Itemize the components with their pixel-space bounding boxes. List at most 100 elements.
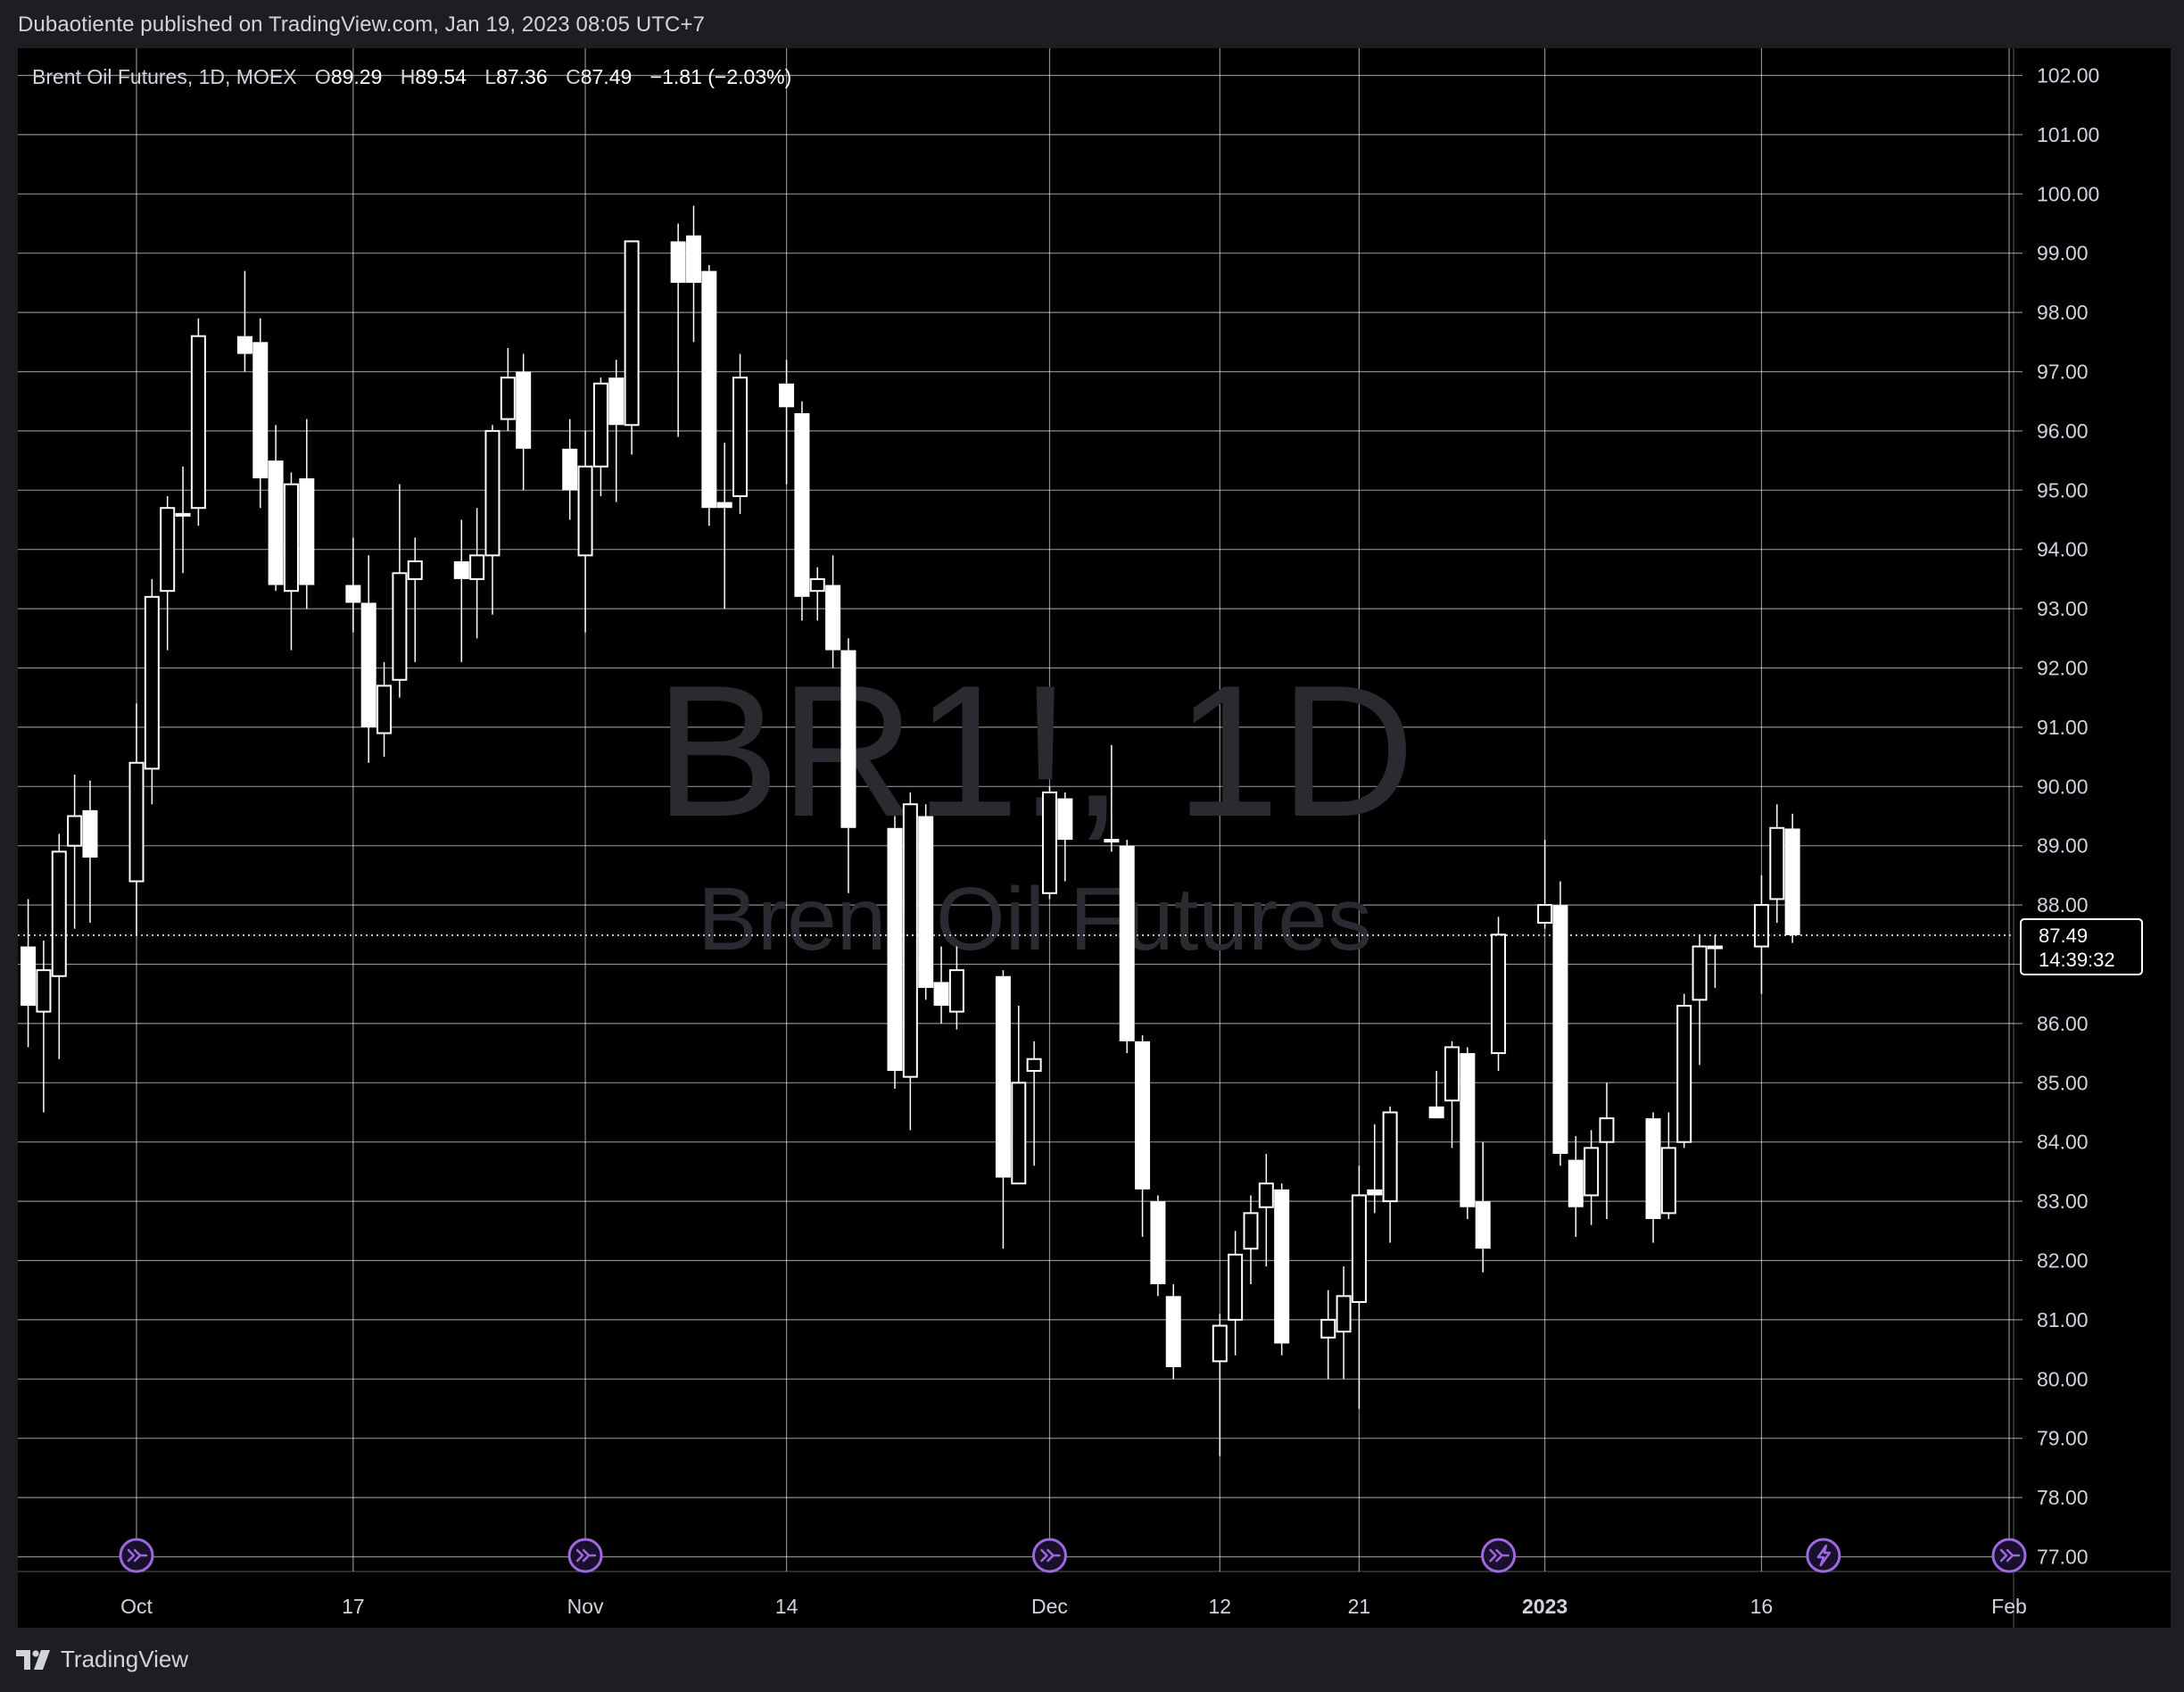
published-line: Dubaotiente published on TradingView.com… [18, 12, 706, 37]
candle-body-down [1428, 1106, 1444, 1119]
candle [577, 430, 593, 633]
legend-close-label: C [566, 65, 581, 88]
x-tick-label: Nov [567, 1595, 604, 1618]
candle-body-up [175, 512, 191, 517]
candle-body-up [376, 684, 393, 734]
x-tick-label: 12 [1209, 1595, 1232, 1618]
x-tick-label: 16 [1750, 1595, 1774, 1618]
candle [1119, 840, 1135, 1054]
candle-body-up [1769, 826, 1785, 900]
candle-body-down [1568, 1159, 1584, 1207]
candle-body-up [948, 969, 964, 1013]
candle-body-up [1258, 1182, 1274, 1208]
candle-body-down [825, 585, 841, 651]
candle [887, 816, 903, 1089]
price-tag-countdown: 14:39:32 [2039, 949, 2115, 971]
event-icon-circle [567, 1538, 603, 1573]
dividend-arrow-icon[interactable] [1481, 1538, 1517, 1573]
candle-body-up [1599, 1117, 1615, 1143]
candle-body-up [67, 815, 83, 847]
candle-body-up [1026, 1058, 1042, 1073]
time-axis[interactable]: Oct 17 Nov 14 Dec 12 21 2023 16 Feb [120, 1595, 2027, 1618]
lightning-icon[interactable] [1806, 1538, 1841, 1573]
legend-change: −1.81 (−2.03%) [650, 65, 792, 88]
candle [809, 567, 825, 621]
candle-body-up [1537, 904, 1553, 925]
x-tick-label: 2023 [1522, 1595, 1568, 1618]
dividend-arrow-icon[interactable] [1991, 1538, 2027, 1573]
candle [407, 537, 423, 662]
candle-body-down [716, 502, 732, 509]
candle [1274, 1183, 1290, 1356]
dividend-arrow-icon[interactable] [119, 1538, 154, 1573]
candle [1692, 934, 1708, 1066]
y-tick-label: 83.00 [2037, 1190, 2089, 1213]
candle-body-down [1150, 1201, 1166, 1285]
candle [1135, 1035, 1151, 1237]
candle-body-down [995, 975, 1011, 1178]
candle-body-up [36, 969, 52, 1013]
candle-body-up [283, 483, 299, 593]
watermark-description: Brent Oil Futures [698, 869, 1372, 969]
y-tick-label: 77.00 [2037, 1546, 2089, 1569]
candle [1769, 804, 1785, 924]
candle [1599, 1082, 1615, 1220]
candle-body-down [701, 270, 717, 509]
y-tick-label: 85.00 [2037, 1071, 2089, 1094]
candle [1041, 786, 1057, 900]
candle-body-up [1676, 1004, 1692, 1143]
candle [1243, 1195, 1259, 1285]
candle [1228, 1231, 1244, 1356]
legend-low-label: L [484, 65, 496, 88]
candle [1753, 875, 1769, 994]
dividend-arrow-icon[interactable] [1031, 1538, 1067, 1573]
candle-body-down [1274, 1189, 1290, 1344]
candle-body-up [902, 803, 918, 1078]
candle-body-down [887, 827, 903, 1072]
candle-body-down [670, 241, 686, 283]
candle [82, 780, 98, 924]
y-tick-label: 81.00 [2037, 1308, 2089, 1331]
candle [252, 318, 269, 509]
dividend-arrow-icon[interactable] [567, 1538, 603, 1573]
candle [1784, 813, 1800, 943]
candle [1475, 1141, 1491, 1273]
candle-body-up [1243, 1212, 1259, 1250]
price-tag-box [2020, 917, 2143, 975]
candle [1011, 1005, 1027, 1185]
candle [918, 804, 934, 1000]
footer-brand[interactable]: TradingView [16, 1646, 188, 1673]
y-tick-label: 79.00 [2037, 1427, 2089, 1450]
candle-body-up [577, 465, 593, 557]
candle [1660, 1112, 1676, 1220]
candle [21, 899, 37, 1048]
candle [1707, 934, 1723, 989]
candle-body-up [1444, 1046, 1460, 1102]
candle [299, 419, 315, 610]
y-tick-label: 94.00 [2037, 538, 2089, 561]
chart-background [18, 48, 2171, 1628]
y-tick-label: 80.00 [2037, 1367, 2089, 1390]
candle-body-up [1584, 1147, 1600, 1197]
candle-body-up [407, 560, 423, 580]
candle [624, 240, 640, 455]
candle [1258, 1153, 1274, 1267]
candle-body-up [592, 382, 608, 468]
candle [840, 638, 856, 893]
candle [1382, 1106, 1398, 1243]
candlestick-chart[interactable]: BR1!, 1D Brent Oil Futures 77.00 78.00 79.… [18, 48, 2171, 1628]
candle-body-down [1645, 1118, 1661, 1220]
candle [453, 519, 469, 662]
candle-body-up [1660, 1147, 1676, 1215]
tradingview-logo-icon [16, 1649, 50, 1670]
y-tick-label: 96.00 [2037, 419, 2089, 443]
y-tick-label: 91.00 [2037, 716, 2089, 739]
candle-body-up [1707, 945, 1723, 950]
legend-close-value: 87.49 [581, 65, 633, 88]
candle-body-up [1104, 839, 1120, 843]
candle-body-up [51, 850, 67, 977]
candle [779, 360, 795, 485]
candle [1460, 1047, 1476, 1220]
candle [902, 792, 918, 1131]
x-tick-label: 21 [1348, 1595, 1371, 1618]
